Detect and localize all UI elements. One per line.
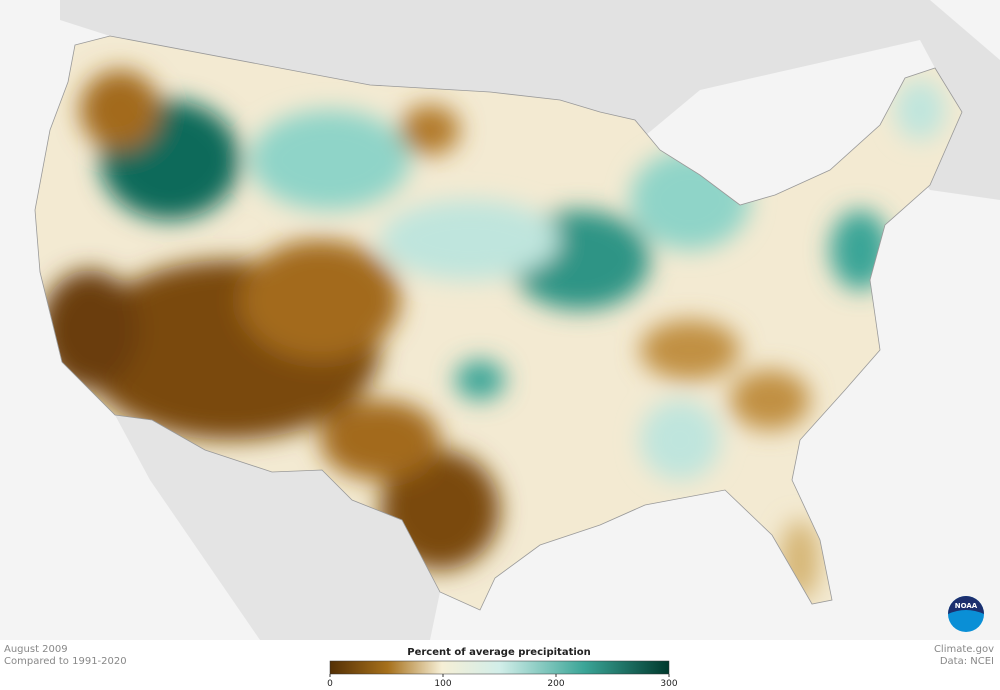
colorbar-tick-label: 0 [327, 679, 333, 689]
noaa-logo[interactable]: NOAA [948, 596, 984, 632]
colorbar [329, 660, 670, 675]
credit: Data: NCEI [940, 656, 994, 667]
legend-title: Percent of average precipitation [407, 647, 591, 658]
colorbar-tick-label: 300 [660, 679, 677, 689]
logo-top [948, 596, 984, 614]
mexico [115, 415, 440, 640]
baseline: Compared to 1991-2020 [4, 656, 127, 667]
source: Climate.gov [934, 644, 994, 655]
precip-patches [40, 70, 945, 600]
colorbar-ticks: 0 100 200 300 [327, 674, 678, 689]
date: August 2009 [4, 644, 68, 655]
colorbar-tick-label: 200 [547, 679, 564, 689]
logo-text: NOAA [955, 602, 978, 610]
colorbar-tick-label: 100 [434, 679, 451, 689]
canada [60, 0, 1000, 200]
